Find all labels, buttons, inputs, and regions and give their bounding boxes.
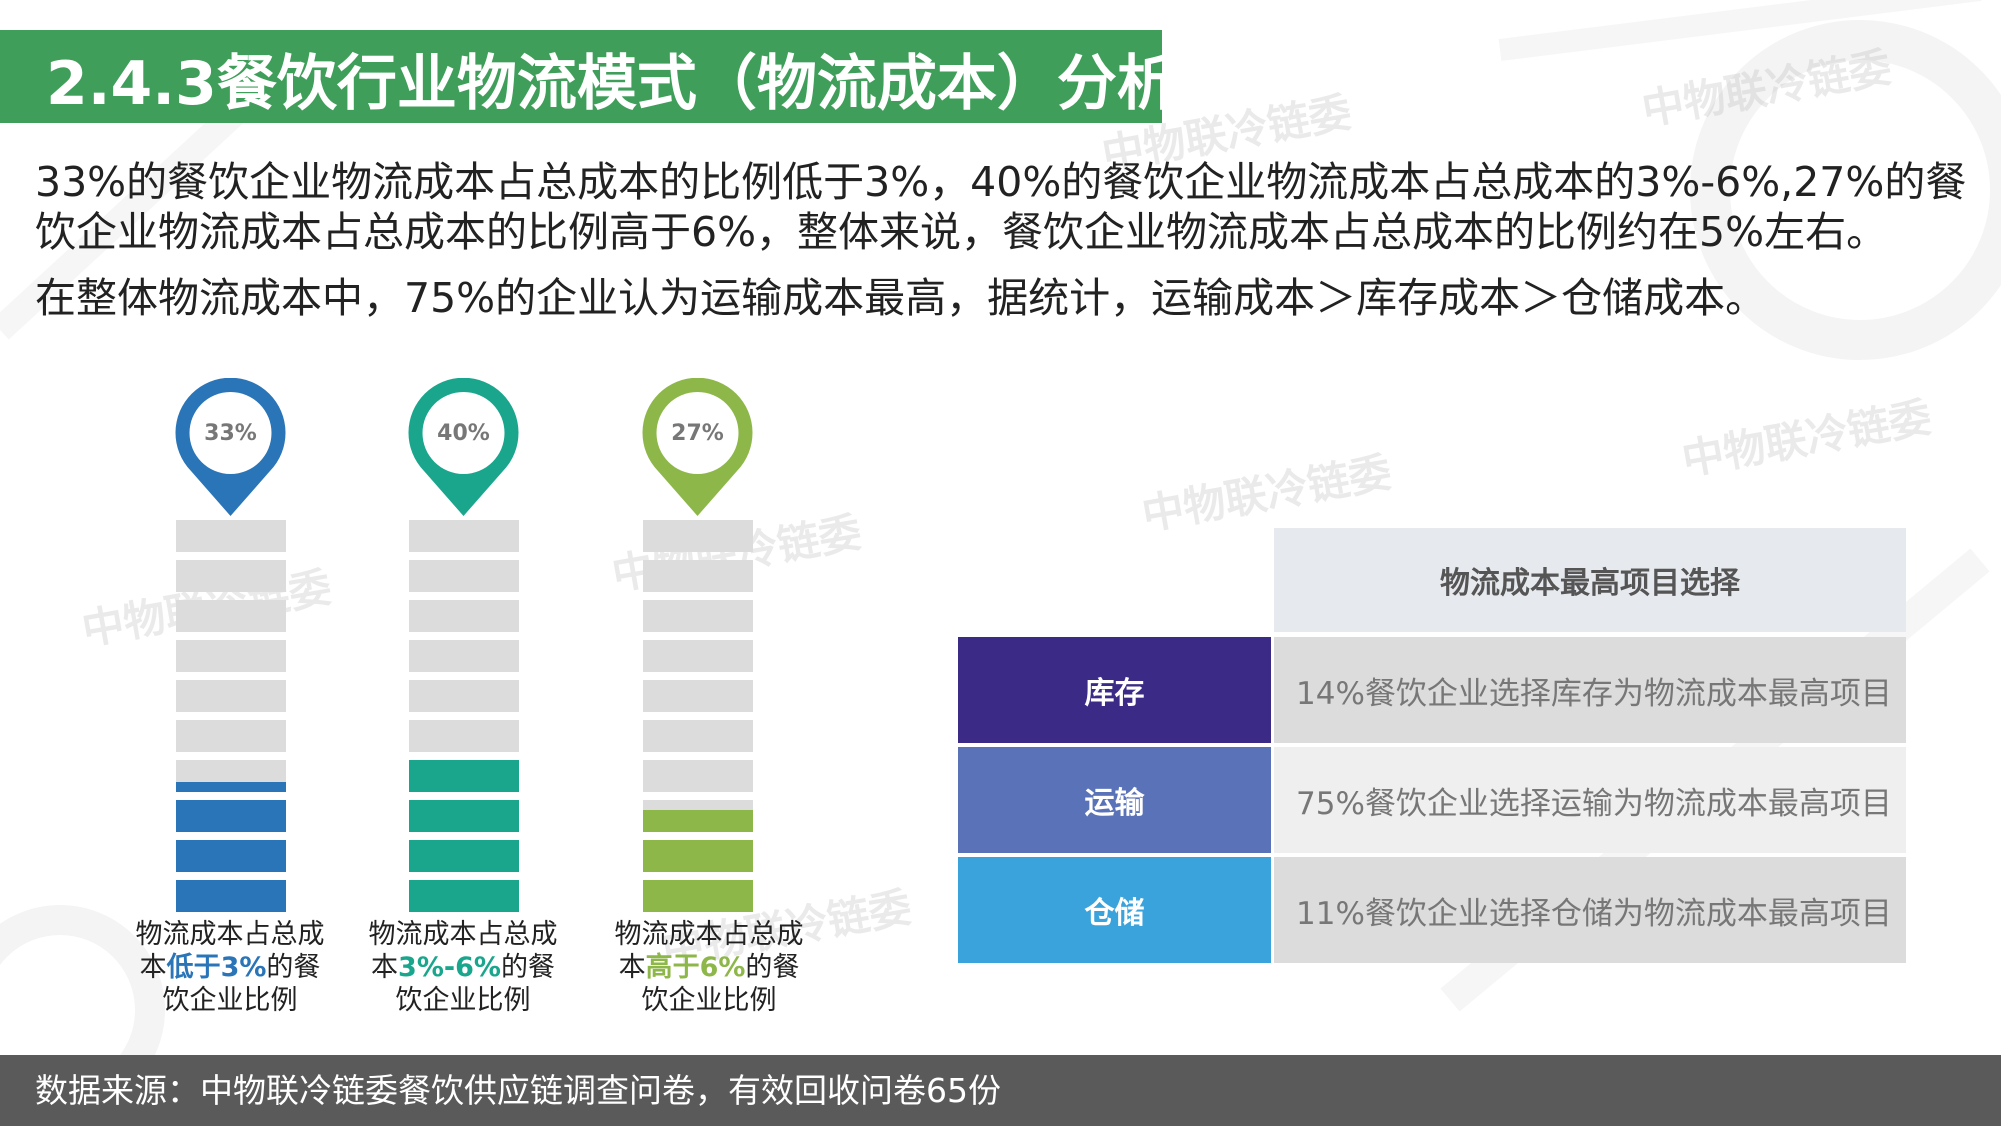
row-value-transport: 75%餐饮企业选择运输为物流成本最高项目 — [1274, 747, 1906, 853]
bar-segment — [409, 640, 519, 672]
bar-segment — [409, 680, 519, 712]
title-bar — [0, 30, 1162, 123]
bar-segment — [643, 840, 753, 872]
bar-segment — [643, 560, 753, 592]
percent-label: 40% — [437, 421, 490, 446]
table-row: 库存 14%餐饮企业选择库存为物流成本最高项目 — [958, 637, 1906, 743]
bar-segment — [176, 640, 286, 672]
row-value-inventory: 14%餐饮企业选择库存为物流成本最高项目 — [1274, 637, 1906, 743]
map-pin-icon — [408, 378, 519, 516]
intro-line-1: 33%的餐饮企业物流成本占总成本的比例低于3%，40%的餐饮企业物流成本占总成本… — [35, 158, 1967, 206]
watermark: 中物联冷链委 — [1638, 42, 1895, 135]
page-title: 2.4.3餐饮行业物流模式（物流成本）分析 — [46, 49, 1177, 119]
footer-bar — [0, 1055, 2001, 1126]
bar-segment — [643, 800, 753, 832]
bar-segment — [643, 520, 753, 552]
bar-segment — [176, 520, 286, 552]
bar-segment — [643, 600, 753, 632]
watermark: 中物联冷链委 — [1138, 447, 1395, 540]
intro-line-3: 在整体物流成本中，75%的企业认为运输成本最高，据统计，运输成本＞库存成本＞仓储… — [35, 274, 1767, 322]
bar-segment — [409, 600, 519, 632]
table-row: 运输 75%餐饮企业选择运输为物流成本最高项目 — [958, 747, 1906, 853]
percent-label: 33% — [204, 421, 257, 446]
row-value-warehousing: 11%餐饮企业选择仓储为物流成本最高项目 — [1274, 857, 1906, 963]
bar-segment — [176, 800, 286, 832]
bar-segment — [643, 680, 753, 712]
data-source: 数据来源：中物联冷链委餐饮供应链调查问卷，有效回收问卷65份 — [35, 1071, 1001, 1110]
bar-segment — [176, 680, 286, 712]
bar-segment — [643, 640, 753, 672]
bar-caption-low: 物流成本占总成 本低于3%的餐 饮企业比例 — [135, 919, 325, 1016]
bar-segment — [643, 880, 753, 912]
watermark: 中物联冷链委 — [1678, 392, 1935, 485]
bar-group-low: 33% — [173, 378, 288, 912]
row-key-transport: 运输 — [958, 747, 1271, 853]
bar-segment — [176, 760, 286, 792]
percent-label: 27% — [671, 421, 724, 446]
table-row: 仓储 11%餐饮企业选择仓储为物流成本最高项目 — [958, 857, 1906, 963]
row-key-warehousing: 仓储 — [958, 857, 1271, 963]
bar-group-mid: 40% — [406, 378, 521, 912]
bar-segment — [643, 760, 753, 792]
bar-segment — [409, 560, 519, 592]
map-pin-icon — [642, 378, 753, 516]
bar-segment — [176, 840, 286, 872]
bar-segment — [409, 880, 519, 912]
table-header: 物流成本最高项目选择 — [1274, 528, 1906, 632]
intro-line-2: 饮企业物流成本占总成本的比例高于6%，整体来说，餐饮企业物流成本占总成本的比例约… — [35, 208, 1888, 256]
bar-segment — [409, 840, 519, 872]
bar-segment — [176, 880, 286, 912]
bar-group-high: 27% — [640, 378, 755, 912]
bar-segment — [409, 720, 519, 752]
bar-caption-high: 物流成本占总成 本高于6%的餐 饮企业比例 — [614, 919, 804, 1016]
bar-segment — [409, 760, 519, 792]
bar-segment — [409, 800, 519, 832]
bar-caption-mid: 物流成本占总成 本3%-6%的餐 饮企业比例 — [368, 919, 558, 1016]
bar-segment — [409, 520, 519, 552]
row-key-inventory: 库存 — [958, 637, 1271, 743]
bar-segment — [643, 720, 753, 752]
map-pin-icon — [175, 378, 286, 516]
bar-segment — [176, 720, 286, 752]
bar-segment — [176, 560, 286, 592]
bar-segment — [176, 600, 286, 632]
